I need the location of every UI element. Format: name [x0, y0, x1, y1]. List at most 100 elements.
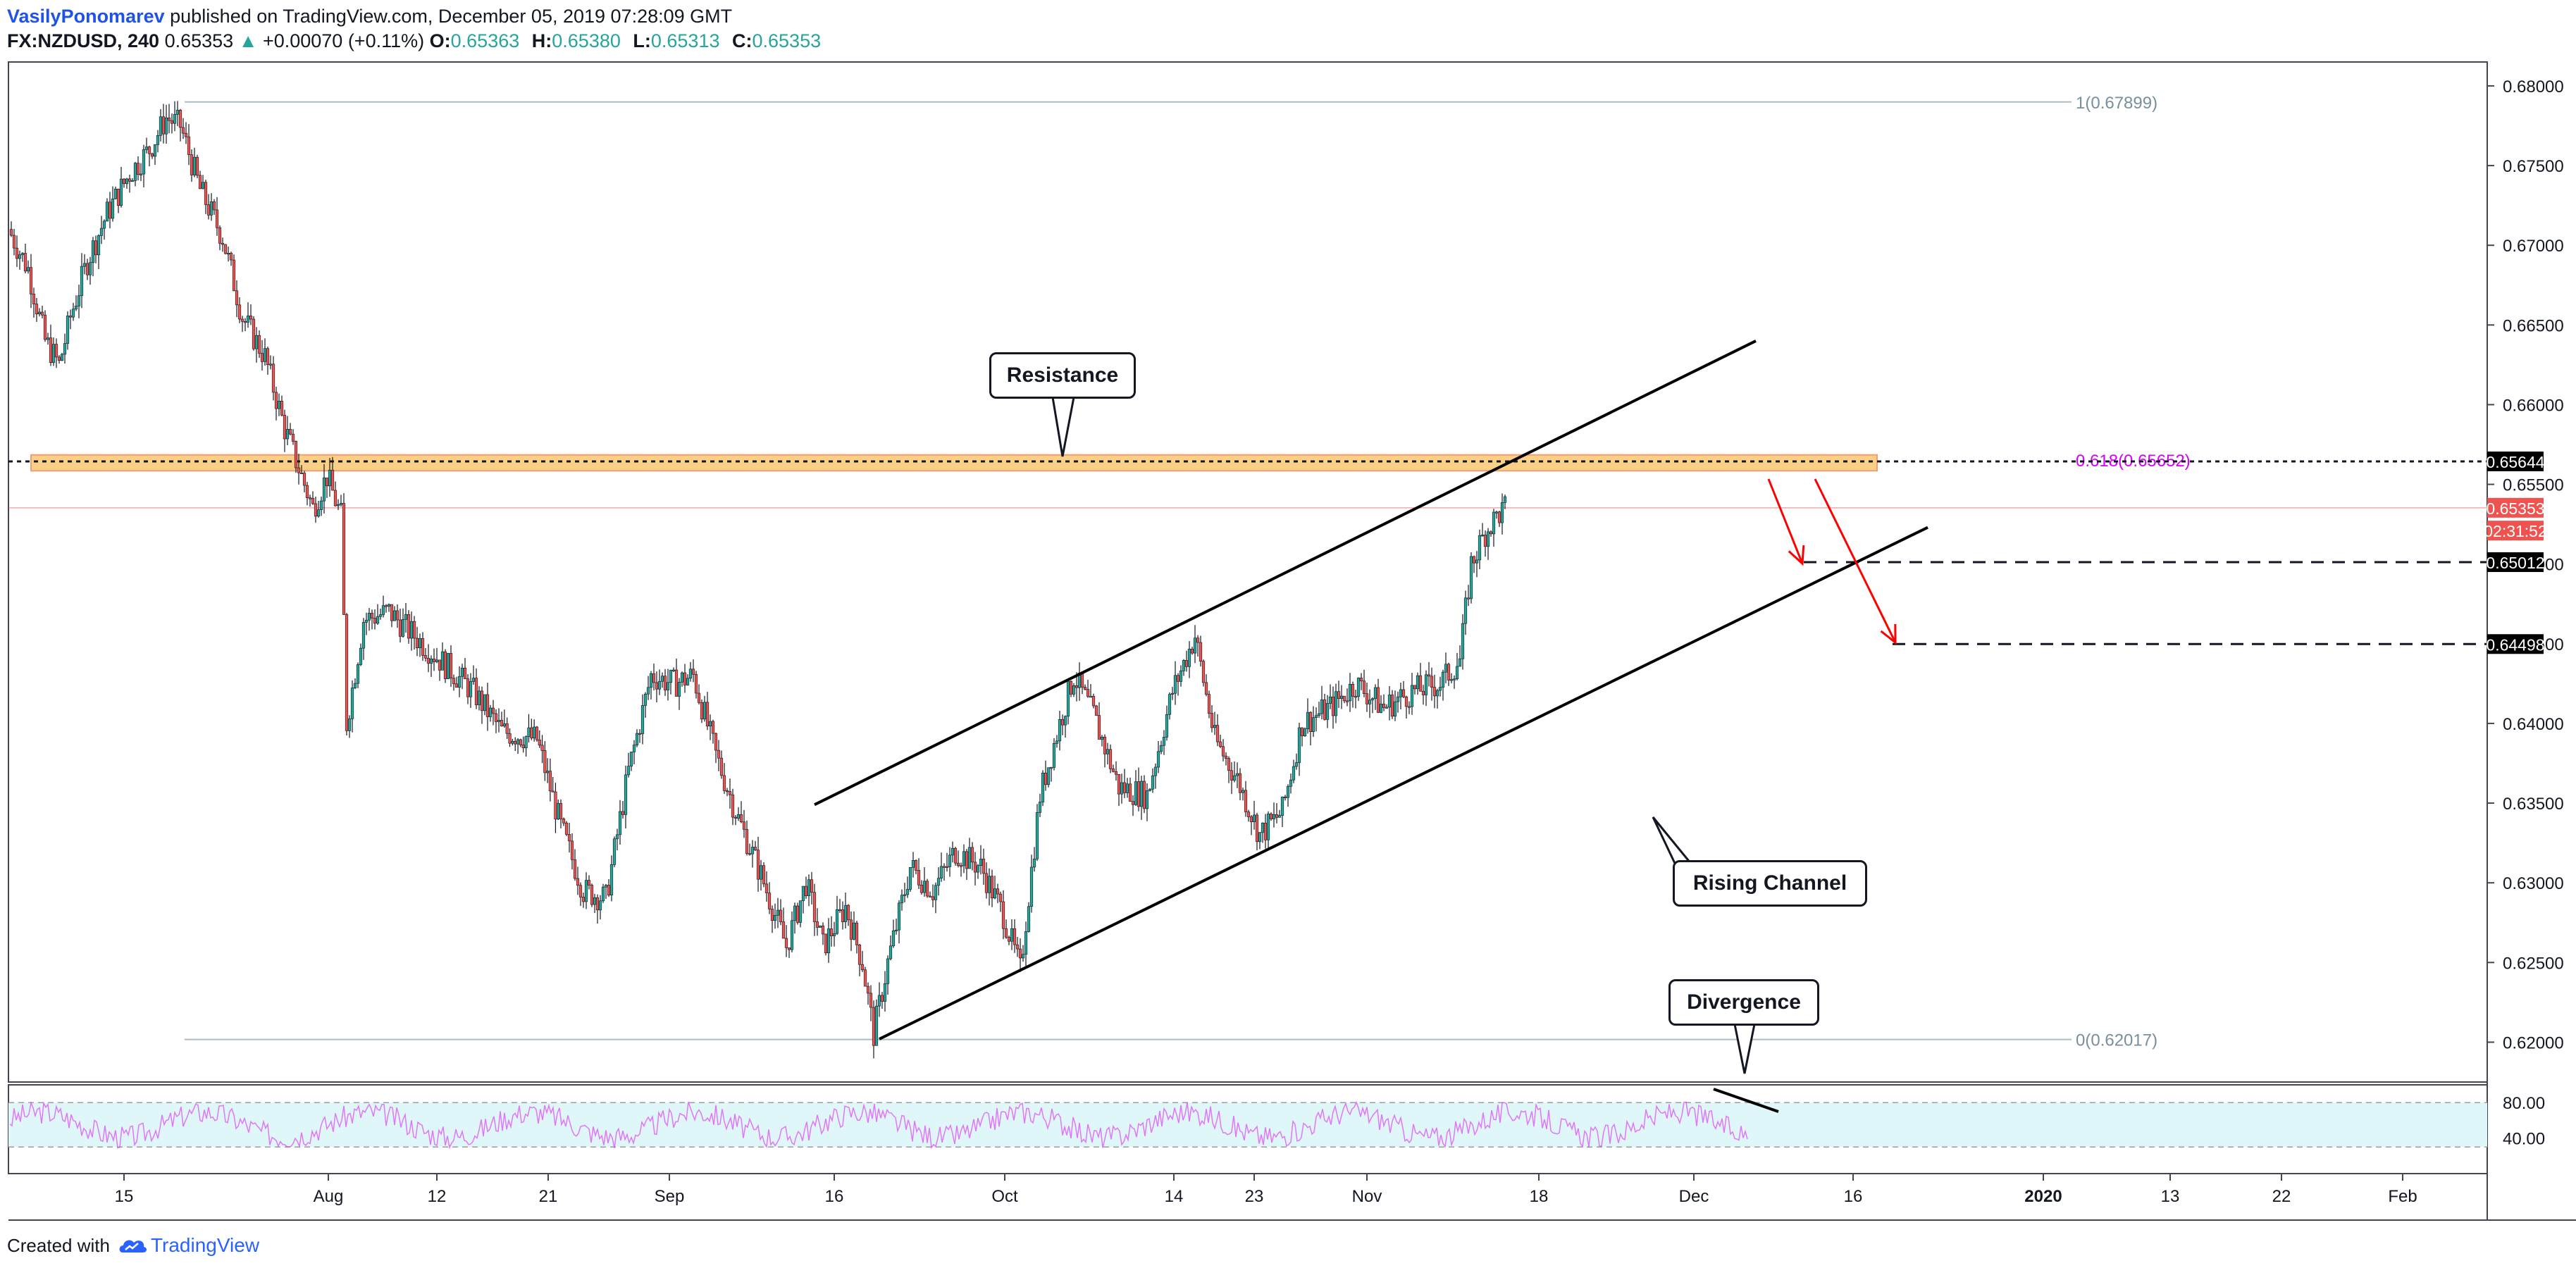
candle-down [942, 866, 946, 868]
candle-down [1382, 704, 1386, 708]
candle-up [516, 739, 520, 745]
candle-up [686, 678, 690, 685]
target-arrow-2[interactable] [1814, 478, 1897, 643]
resistance-zone[interactable] [30, 454, 1878, 472]
candle-up [285, 429, 290, 440]
candle-up [46, 337, 50, 340]
rsi-level-label: 40.00 [2503, 1130, 2545, 1149]
resistance-callout-pointer [1051, 397, 1075, 457]
candle-up [1280, 796, 1284, 816]
candle-up [175, 109, 180, 115]
candle-up [1416, 675, 1420, 690]
author-link[interactable]: VasilyPonomarev [7, 6, 165, 27]
candle-up [1306, 711, 1310, 729]
candle-up [708, 721, 712, 727]
candle-up [378, 614, 383, 617]
candle-down [919, 885, 924, 893]
open-value: 0.65363 [450, 30, 520, 51]
candle-down [1184, 660, 1189, 667]
candle-down [1018, 948, 1022, 959]
candle-up [911, 860, 915, 868]
candle-up [1266, 814, 1270, 840]
candle-up [1424, 674, 1428, 695]
candle-up [1292, 766, 1296, 781]
candle-down [1283, 796, 1287, 799]
candle-up [1032, 858, 1036, 868]
candle-down [1323, 700, 1327, 720]
y-tick-label: 0.64000 [2503, 715, 2564, 734]
candle-up [1241, 790, 1245, 793]
candle-up [1373, 687, 1377, 699]
candle-up [339, 503, 343, 505]
candle-down [538, 739, 541, 746]
candle-down [564, 822, 569, 835]
candle-up [987, 876, 991, 893]
candle-up [598, 900, 602, 911]
candle-down [1224, 755, 1228, 759]
candle-up [156, 135, 160, 145]
candle-up [1153, 766, 1158, 776]
channel-upper-line[interactable] [814, 340, 1757, 807]
candle-down [1097, 715, 1101, 740]
tradingview-logo[interactable]: TradingView [117, 1234, 259, 1257]
candle-down [297, 467, 301, 473]
candle-up [1458, 658, 1462, 667]
candle-up [533, 726, 536, 739]
rising-channel-callout[interactable]: Rising Channel [1673, 860, 1867, 907]
rsi-divergence-line[interactable] [1713, 1088, 1779, 1113]
candle-up [1311, 717, 1315, 732]
candle-up [1010, 928, 1014, 942]
candle-up [624, 774, 628, 815]
candle-up [446, 653, 450, 679]
candle-down [1117, 773, 1121, 795]
candle-up [277, 401, 281, 409]
candle-up [801, 885, 805, 901]
candle-up [1168, 694, 1172, 715]
candle-up [91, 240, 95, 263]
x-tick-label: Nov [1352, 1187, 1382, 1206]
candle-down [325, 478, 329, 487]
candle-up [142, 149, 146, 175]
candle-up [1052, 742, 1056, 768]
candle-down [299, 472, 304, 474]
candle-down [463, 668, 467, 679]
candle-down [1489, 531, 1493, 535]
candle-down [567, 834, 571, 842]
resistance-callout[interactable]: Resistance [989, 352, 1136, 399]
y-tick-label: 0.67000 [2503, 237, 2564, 256]
candle-down [449, 653, 453, 678]
candle-up [1058, 719, 1062, 742]
candle-up [976, 865, 980, 873]
candle-up [457, 676, 462, 688]
interval-label: , 240 [117, 30, 160, 51]
x-tick-label: Feb [2388, 1187, 2417, 1206]
candle-down [500, 720, 504, 726]
candle-down [1407, 706, 1411, 708]
divergence-callout[interactable]: Divergence [1668, 979, 1819, 1026]
channel-lower-line[interactable] [879, 526, 1928, 1040]
target-arrow-1[interactable] [1767, 478, 1804, 564]
candle-up [615, 834, 619, 840]
candle-down [1001, 901, 1005, 929]
candle-up [632, 745, 636, 752]
candle-down [1238, 773, 1242, 793]
candle-down [1432, 687, 1437, 697]
candle-up [888, 945, 893, 959]
candle-down [1015, 944, 1020, 950]
candle-up [948, 854, 952, 867]
candle-down [804, 885, 808, 896]
candle-up [328, 470, 332, 487]
candle-up [477, 690, 481, 705]
candle-up [387, 604, 391, 607]
candle-down [288, 429, 292, 435]
candle-up [268, 363, 273, 366]
candle-up [119, 178, 123, 206]
candle-down [232, 259, 236, 292]
candle-up [66, 316, 70, 344]
candle-down [551, 790, 555, 792]
candle-down [748, 853, 752, 855]
candle-up [1475, 559, 1479, 564]
candle-down [956, 862, 960, 866]
y-tick-label: 0.66500 [2503, 316, 2564, 335]
